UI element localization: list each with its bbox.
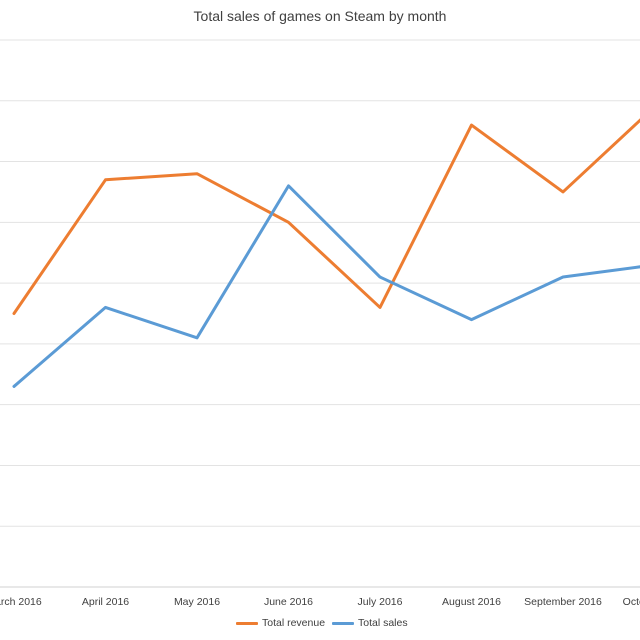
gridlines [0, 39, 640, 588]
x-tick-label: July 2016 [358, 596, 403, 608]
series-line-total-revenue [12, 118, 640, 315]
x-tick-label: May 2016 [174, 596, 220, 608]
x-tick-label: June 2016 [264, 596, 313, 608]
legend-label-total-sales: Total sales [358, 617, 408, 629]
x-tick-label: August 2016 [442, 596, 501, 608]
series-line-total-sales [12, 184, 640, 388]
legend-item-total-sales: Total sales [332, 617, 408, 629]
x-tick-label: March 2016 [0, 596, 42, 608]
x-axis: March 2016 April 2016 May 2016 June 2016 Jul… [0, 596, 640, 608]
legend-swatch-total-revenue [236, 621, 258, 625]
x-tick-label: September 2016 [524, 596, 602, 608]
legend-swatch-total-sales [332, 621, 354, 625]
legend-item-total-revenue: Total revenue [236, 617, 325, 629]
chart-title: Total sales of games on Steam by month [193, 8, 447, 24]
legend-label-total-revenue: Total revenue [262, 617, 326, 629]
x-tick-label: October 2016 [623, 596, 640, 608]
x-tick-label: April 2016 [82, 596, 129, 608]
series-lines [12, 118, 640, 388]
